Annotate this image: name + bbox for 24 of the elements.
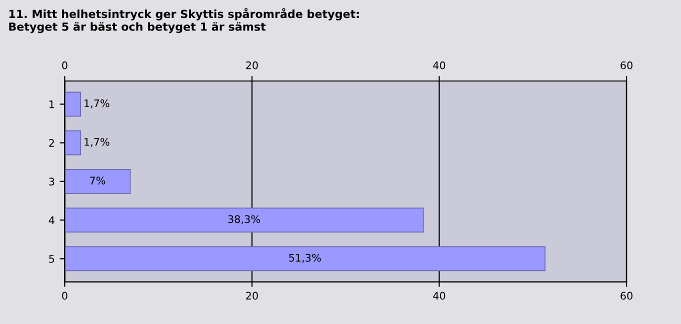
y-tick-label: 1 [49,100,54,108]
y-tick-label: 2 [49,139,54,147]
data-label: 1,7% [84,138,110,147]
bar [64,92,82,117]
x-tick-label: 0 [62,292,68,300]
x2-tick-label: 20 [246,61,258,70]
data-label: 38,3% [228,215,260,224]
y-tick-label: 5 [49,255,54,263]
x2-tick-label: 40 [433,61,446,70]
bar [64,130,82,156]
data-label: 1,7% [84,99,110,108]
data-label: 7% [90,176,106,184]
y-tick-label: 4 [48,216,54,224]
x2-tick-label: 60 [620,61,632,70]
bar [64,169,131,194]
chart-title: 11. Mitt helhetsintryck ger Skyttis spårområde betyget: Betyget 5 är bäst och betyget 1 är sämst [9,8,359,34]
x-tick-label: 20 [246,292,258,300]
data-label: 51,3% [289,254,321,263]
y-tick-label: 3 [49,178,54,186]
bar [64,208,424,232]
bar [64,246,546,272]
x-tick-label: 60 [620,292,632,300]
x2-tick-label: 0 [62,61,68,70]
x-tick-label: 40 [433,292,446,300]
